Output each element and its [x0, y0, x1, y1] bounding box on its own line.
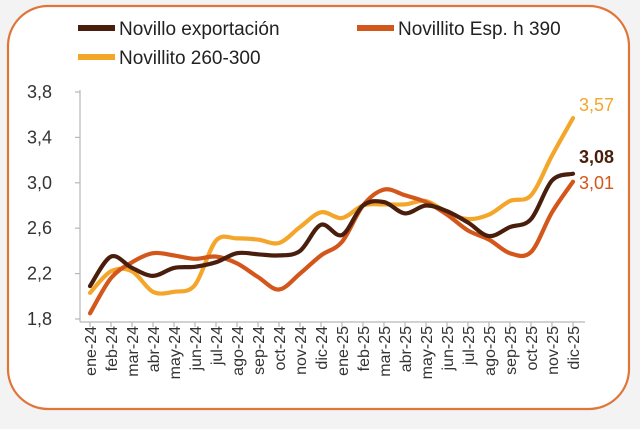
x-tick-label: oct-25: [524, 326, 541, 371]
x-tick-label: feb-25: [356, 326, 373, 371]
x-tick-label: nov-25: [545, 326, 562, 375]
y-tick-label: 3,4: [27, 127, 52, 147]
y-tick-label: 3,0: [27, 173, 52, 193]
x-tick-label: may-25: [419, 326, 436, 379]
x-tick-label: ene-24: [83, 326, 100, 376]
legend-label: Novillo exportación: [119, 19, 280, 40]
legend-label: Novillito Esp. h 390: [398, 19, 561, 40]
x-tick-label: ene-25: [335, 326, 352, 376]
y-tick-label: 3,8: [27, 82, 52, 102]
series-line: [87, 171, 576, 289]
series-line: [87, 116, 576, 296]
x-tick-label: nov-24: [293, 326, 310, 375]
x-tick-label: ago-24: [230, 326, 247, 376]
x-tick-label: mar-24: [125, 326, 142, 377]
x-tick-label: abr-25: [398, 326, 415, 372]
x-tick-label: jul-24: [209, 326, 226, 366]
end-value-label: 3,08: [579, 147, 614, 167]
end-value-label: 3,01: [579, 173, 614, 193]
end-value-label: 3,57: [579, 95, 614, 115]
x-tick-label: may-24: [167, 326, 184, 379]
series-lines: [87, 116, 576, 316]
x-tick-label: oct-24: [272, 326, 289, 371]
x-axis: ene-24 feb-24 mar-24 abr-24 may-24 jun-24 jul-…: [80, 321, 585, 379]
x-tick-label: sep-24: [251, 326, 268, 375]
x-tick-label: abr-24: [146, 326, 163, 372]
legend: Novillo exportación Novillito Esp. h 390 N…: [78, 19, 561, 69]
series-line: [87, 179, 576, 316]
end-labels: 3,08 3,01 3,57: [579, 95, 614, 193]
x-tick-label: ago-25: [482, 326, 499, 376]
x-tick-label: feb-24: [104, 326, 121, 371]
x-tick-label: jun-24: [188, 326, 205, 372]
y-axis: 1,8 2,2 2,6 3,0 3,4 3,8: [27, 82, 81, 329]
chart-card: [6, 4, 631, 411]
x-tick-label: jun-25: [440, 326, 457, 372]
x-tick-label: sep-25: [503, 326, 520, 375]
y-tick-label: 2,6: [27, 218, 52, 238]
x-tick-label: dic-24: [314, 326, 331, 370]
y-tick-label: 1,8: [27, 309, 52, 329]
x-tick-label: jul-25: [461, 326, 478, 366]
y-tick-label: 2,2: [27, 264, 52, 284]
legend-label: Novillito 260-300: [119, 48, 261, 69]
x-tick-label: mar-25: [377, 326, 394, 377]
x-tick-label: dic-25: [566, 326, 583, 370]
